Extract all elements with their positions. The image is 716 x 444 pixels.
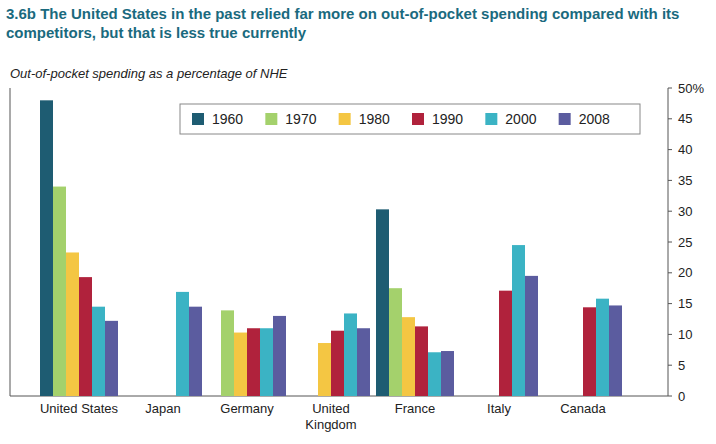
legend-label: 1990 [432,111,463,127]
category-label: Canada [560,401,606,416]
tick [668,211,672,212]
category-label: France [395,401,435,416]
tick-label: 35 [678,173,692,188]
legend-swatch [485,113,497,125]
legend-box [180,104,640,134]
bar [189,307,202,396]
tick [668,88,672,89]
category-label: Italy [487,401,511,416]
bar [525,276,538,396]
bar [247,328,260,396]
bar [402,317,415,396]
tick [668,180,672,181]
bar [234,333,247,396]
bar [260,328,273,396]
bar [415,326,428,396]
tick-label: 10 [678,327,692,342]
tick-label: 20 [678,265,692,280]
axis-label: Out-of-pocket spending as a percentage o… [10,66,288,81]
tick-label: 30 [678,204,692,219]
legend-label: 2000 [505,111,536,127]
bar [92,307,105,396]
tick-label: 45 [678,111,692,126]
legend-swatch [412,113,424,125]
bar [79,277,92,396]
chart: 3.6b The United States in the past relie… [0,0,716,444]
tick [668,272,672,273]
tick [668,242,672,243]
legend-label: 1970 [285,111,316,127]
bar [583,307,596,396]
bar [318,343,331,396]
tick [668,334,672,335]
legend-label: 2008 [579,111,610,127]
legend-swatch [265,113,277,125]
bar [344,313,357,396]
bar [499,291,512,396]
legend-swatch [559,113,571,125]
legend-label: 1980 [359,111,390,127]
legend-swatch [192,113,204,125]
tick [668,149,672,150]
bar [512,245,525,396]
tick [668,396,672,397]
bar [609,305,622,396]
bar [66,252,79,396]
bar [441,351,454,396]
tick-label: 50% [678,81,704,96]
tick [668,118,672,119]
tick-label: 40 [678,142,692,157]
bar [596,299,609,396]
bar [357,328,370,396]
bar [221,310,234,396]
tick-label: 15 [678,296,692,311]
tick [668,303,672,304]
tick-label: 5 [678,358,685,373]
bar [389,288,402,396]
bar [105,321,118,396]
category-label: Japan [145,401,180,416]
bar [53,187,66,396]
legend-swatch [339,113,351,125]
category-label: Germany [220,401,274,416]
tick [668,365,672,366]
bar [428,352,441,396]
tick-label: 0 [678,389,685,404]
title: 3.6b The United States in the past relie… [6,5,679,41]
bar [273,316,286,396]
bar [331,331,344,396]
bar [40,100,53,396]
bars [40,100,622,396]
legend: 1960 1970 1980 1990 2000 2008 [180,104,640,134]
bar [176,292,189,396]
frame [10,88,11,396]
category-label: United States [40,401,119,416]
category-label: UnitedKingdom [305,401,356,432]
legend-label: 1960 [212,111,243,127]
tick-label: 25 [678,235,692,250]
bar [376,209,389,396]
